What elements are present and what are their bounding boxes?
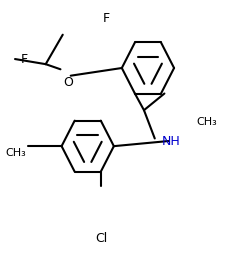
Text: CH₃: CH₃	[6, 148, 26, 157]
Text: F: F	[102, 12, 109, 25]
Text: Cl: Cl	[95, 232, 107, 245]
Text: CH₃: CH₃	[196, 117, 216, 127]
Text: O: O	[63, 76, 73, 89]
Text: NH: NH	[161, 134, 179, 148]
Text: F: F	[20, 53, 27, 66]
